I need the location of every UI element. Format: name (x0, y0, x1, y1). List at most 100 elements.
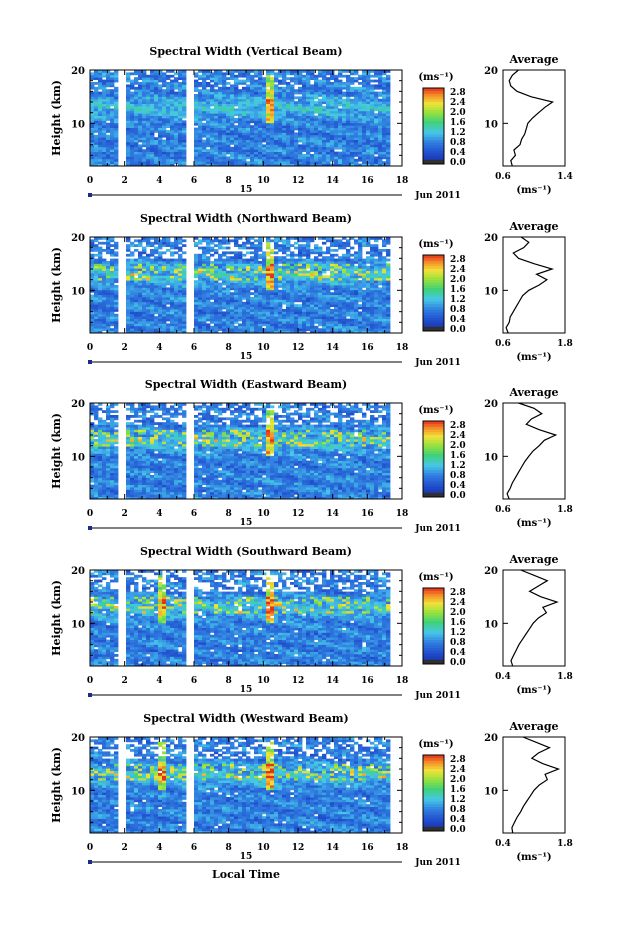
heatmap-cell (238, 301, 243, 305)
heatmap-cell (134, 142, 139, 145)
heatmap-cell (334, 301, 339, 305)
heatmap-cell (182, 72, 187, 76)
heatmap-cell (130, 86, 135, 90)
heatmap-cell (126, 253, 131, 257)
heatmap-cell (90, 146, 95, 150)
heatmap-cell (286, 299, 291, 303)
heatmap-cell (378, 77, 383, 80)
heatmap-cell (246, 311, 251, 315)
heatmap-cell (326, 89, 331, 92)
heatmap-cell (206, 265, 211, 269)
heatmap-cell (258, 309, 263, 312)
heatmap-cell (310, 134, 315, 138)
heatmap-cell (126, 294, 131, 298)
heatmap-cell (282, 127, 287, 131)
heatmap-cell (274, 77, 279, 80)
heatmap-cell (90, 261, 95, 264)
heatmap-cell (162, 139, 167, 143)
heatmap-cell (214, 261, 219, 264)
heatmap-cell (226, 146, 231, 150)
heatmap-cell (266, 318, 271, 322)
heatmap-cell (182, 144, 187, 148)
heatmap-cell (126, 306, 131, 310)
heatmap-cell (154, 101, 159, 104)
heatmap-cell (314, 285, 319, 288)
heatmap-cell (230, 149, 235, 152)
heatmap-cell (278, 244, 283, 247)
heatmap-cell (254, 251, 259, 255)
heatmap-cell (314, 321, 319, 324)
heatmap-cell (346, 142, 351, 145)
heatmap-cell (274, 156, 279, 160)
heatmap-cell (334, 330, 339, 334)
heatmap-cell (106, 268, 111, 271)
heatmap-cell (346, 330, 351, 334)
heatmap-cell (138, 258, 143, 262)
heatmap-cell (266, 130, 271, 133)
heatmap-cell (370, 130, 375, 133)
heatmap-cell (134, 313, 139, 317)
heatmap-cell (150, 323, 155, 327)
heatmap-cell (150, 86, 155, 90)
heatmap-cell (114, 330, 119, 334)
heatmap-cell (238, 149, 243, 152)
heatmap-cell (94, 163, 99, 167)
heatmap-cell (126, 122, 131, 126)
heatmap-cell (174, 72, 179, 76)
heatmap-cell (350, 151, 355, 155)
heatmap-cell (150, 115, 155, 119)
heatmap-cell (198, 256, 203, 259)
heatmap-cell (342, 137, 347, 140)
heatmap-cell (138, 70, 143, 73)
heatmap-cell (154, 270, 159, 274)
heatmap-cell (298, 251, 303, 255)
heatmap-cell (326, 325, 331, 329)
heatmap-cell (290, 103, 295, 107)
heatmap-cell (166, 273, 171, 276)
heatmap-cell (210, 74, 215, 78)
heatmap-cell (326, 330, 331, 334)
heatmap-cell (98, 289, 103, 293)
heatmap-cell (198, 311, 203, 315)
heatmap-cell (134, 294, 139, 298)
heatmap-cell (266, 149, 271, 152)
heatmap-cell (354, 149, 359, 152)
heatmap-cell (98, 82, 103, 85)
heatmap-cell (246, 309, 251, 312)
heatmap-cell (158, 74, 163, 78)
heatmap-cell (258, 239, 263, 243)
heatmap-cell (278, 158, 283, 162)
heatmap-cell (322, 280, 327, 283)
heatmap-cell (214, 158, 219, 162)
heatmap-cell (266, 253, 271, 257)
heatmap-cell (226, 261, 231, 264)
heatmap-cell (318, 115, 323, 119)
heatmap-cell (174, 270, 179, 274)
heatmap-cell (98, 261, 103, 264)
heatmap-cell (234, 82, 239, 85)
heatmap-cell (314, 251, 319, 255)
heatmap-cell (134, 139, 139, 143)
heatmap-cell (354, 70, 359, 73)
heatmap-cell (326, 130, 331, 133)
heatmap-cell (322, 265, 327, 269)
heatmap-cell (206, 239, 211, 243)
heatmap-cell (338, 318, 343, 322)
heatmap-cell (382, 110, 387, 114)
heatmap-cell (310, 122, 315, 126)
heatmap-cell (102, 323, 107, 327)
heatmap-cell (290, 113, 295, 116)
heatmap-cell (202, 330, 207, 334)
heatmap-cell (154, 106, 159, 109)
heatmap-cell (286, 280, 291, 283)
heatmap-cell (266, 270, 271, 274)
heatmap-cell (318, 287, 323, 291)
heatmap-cell (262, 323, 267, 327)
heatmap-cell (90, 289, 95, 293)
heatmap-cell (214, 130, 219, 133)
heatmap-cell (214, 285, 219, 288)
heatmap-cell (134, 82, 139, 85)
heatmap-cell (106, 244, 111, 247)
heatmap-cell (298, 161, 303, 164)
heatmap-cell (142, 330, 147, 334)
